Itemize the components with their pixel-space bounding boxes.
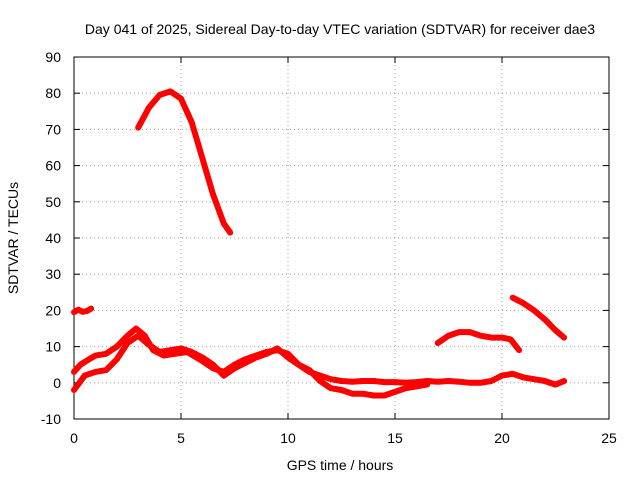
series-line-1 bbox=[71, 305, 95, 316]
x-axis-label: GPS time / hours bbox=[287, 457, 394, 473]
x-tick-label: 15 bbox=[387, 430, 403, 446]
y-tick-label: 70 bbox=[45, 121, 61, 137]
y-tick-label: 90 bbox=[45, 49, 61, 65]
y-tick-label: 80 bbox=[45, 85, 61, 101]
y-tick-label: 50 bbox=[45, 194, 61, 210]
y-axis-tick-labels: -10 0 10 20 30 40 50 60 70 80 90 bbox=[41, 49, 61, 427]
y-tick-label: 30 bbox=[45, 266, 61, 282]
grid-lines bbox=[74, 57, 609, 419]
y-tick-label: 40 bbox=[45, 230, 61, 246]
x-tick-label: 20 bbox=[494, 430, 510, 446]
y-tick-label: -10 bbox=[41, 411, 61, 427]
series-line-6 bbox=[509, 294, 568, 341]
series-line-4 bbox=[71, 325, 431, 399]
y-tick-label: 60 bbox=[45, 158, 61, 174]
y-axis-label: SDTVAR / TECUs bbox=[5, 182, 21, 294]
data-series bbox=[71, 88, 568, 399]
x-tick-label: 5 bbox=[177, 430, 185, 446]
x-tick-label: 25 bbox=[601, 430, 617, 446]
x-axis-tick-labels: 0 5 10 15 20 25 bbox=[70, 430, 617, 446]
y-tick-label: 0 bbox=[53, 375, 61, 391]
y-tick-label: 10 bbox=[45, 339, 61, 355]
series-line-2 bbox=[135, 88, 234, 236]
y-tick-label: 20 bbox=[45, 302, 61, 318]
x-tick-label: 10 bbox=[280, 430, 296, 446]
x-tick-label: 0 bbox=[70, 430, 78, 446]
chart-title: Day 041 of 2025, Sidereal Day-to-day VTE… bbox=[85, 21, 595, 37]
series-line-5 bbox=[434, 329, 523, 354]
